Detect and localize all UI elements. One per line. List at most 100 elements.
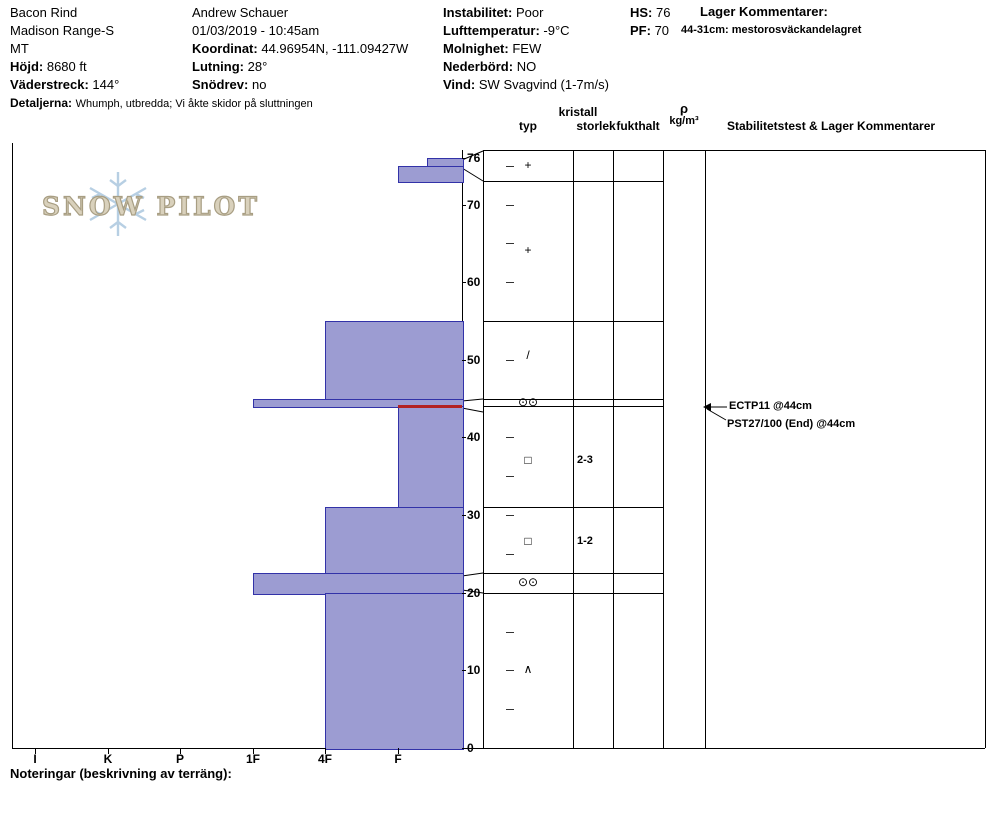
depth-axis-label: 20 (467, 585, 481, 600)
grain-type-symbol: + (524, 157, 532, 172)
grain-size-value: 1-2 (577, 535, 593, 548)
slope-angle-label: Lutning: (192, 59, 244, 74)
layer-boundary-line (483, 592, 663, 594)
grain-type-symbol: ⊙⊙ (517, 394, 539, 409)
pf-label: PF: (630, 23, 651, 38)
instability-value: Poor (515, 5, 544, 20)
depth-major-tick (462, 282, 466, 284)
slope-angle-value: 28° (247, 59, 268, 74)
layer-boundary-line (483, 406, 663, 408)
depth-axis-label: 50 (467, 352, 481, 367)
snowpilot-logo: SNOW PILOT (40, 170, 258, 240)
grain-type-symbol: / (526, 347, 530, 362)
hs-label: HS: (630, 5, 653, 20)
depth-major-tick (462, 515, 466, 517)
depth-major-tick (462, 359, 466, 361)
aspect-row: Väderstreck: 144° (10, 76, 313, 94)
layer-boundary-line (483, 573, 663, 575)
depth-minor-dash (506, 359, 514, 361)
hardness-axis-tick (253, 748, 254, 754)
layer-boundary-line (483, 181, 663, 183)
hardness-axis-label: K (103, 752, 113, 766)
logo-text: SNOW PILOT (41, 191, 260, 221)
snow-layer-bar (325, 321, 464, 401)
coordinates-row: Koordinat: 44.96954N, -111.09427W (192, 40, 408, 58)
depth-axis-label: 60 (467, 275, 481, 290)
sky-cover-label: Molnighet: (443, 41, 509, 56)
storlek-column-left-border (573, 150, 574, 748)
depth-axis-label: 0 (467, 741, 474, 755)
depth-minor-dash (506, 553, 514, 555)
chart-left-border (12, 143, 13, 748)
observer-name: Andrew Schauer (192, 5, 289, 20)
precip-row: Nederbörd: NO (443, 58, 609, 76)
blowing-snow-value: no (251, 77, 267, 92)
aspect-label: Väderstreck: (10, 77, 89, 92)
details-value: Whumph, utbredda; Vi åkte skidor på slut… (75, 98, 313, 110)
stability-column-left-border (705, 150, 706, 748)
hardness-axis-tick (108, 748, 109, 754)
hardness-axis-tick (35, 748, 36, 754)
pf-row: PF: 70 (630, 22, 670, 40)
site-state: MT (10, 41, 29, 56)
density-symbol-header: ρ (679, 101, 689, 116)
snow-layer-bar (253, 573, 464, 595)
header-col-weather: Instabilitet: Poor Lufttemperatur: -9°C … (443, 4, 609, 94)
blowing-snow-row: Snödrev: no (192, 76, 408, 94)
fukthalt-column-header: fukthalt (616, 119, 660, 133)
header-col-observer: Andrew Schauer 01/03/2019 - 10:45am Koor… (192, 4, 408, 94)
snow-layer-bar (253, 398, 464, 409)
density-column-left-border (663, 150, 664, 748)
observation-datetime: 01/03/2019 - 10:45am (192, 23, 320, 38)
snow-layer-bar (398, 165, 464, 184)
header-col-hs-pf: HS: 76 PF: 70 (630, 4, 670, 40)
hardness-axis-label: I (33, 752, 37, 766)
hardness-axis-tick (180, 748, 181, 754)
depth-minor-dash (506, 437, 514, 439)
grain-type-symbol: + (524, 243, 532, 258)
hardness-axis-label: 1F (245, 752, 260, 766)
grain-type-symbol: ⊙⊙ (517, 574, 539, 589)
hardness-axis-label: 4F (317, 752, 332, 766)
layer-boundary-line (483, 321, 663, 323)
depth-minor-dash (506, 243, 514, 245)
slope-angle-row: Lutning: 28° (192, 58, 408, 76)
wind-value: SW Svagvind (1-7m/s) (478, 77, 609, 92)
sky-cover-value: FEW (512, 41, 542, 56)
stability-test-pst: PST27/100 (End) @44cm (727, 418, 856, 431)
site-name: Bacon Rind (10, 5, 78, 20)
depth-minor-dash (506, 515, 514, 517)
hardness-axis-tick (325, 748, 326, 754)
hs-row: HS: 76 (630, 4, 670, 22)
air-temp-label: Lufttemperatur: (443, 23, 540, 38)
table-top-border (483, 150, 985, 151)
depth-major-tick (462, 748, 466, 749)
precip-label: Nederbörd: (443, 59, 514, 74)
depth-axis-label: 30 (467, 508, 481, 523)
table-right-border (985, 150, 986, 748)
depth-axis-label: 76 (467, 151, 481, 165)
coordinates-label: Koordinat: (192, 41, 258, 56)
details-row: Detaljerna: Whumph, utbredda; Vi åkte sk… (10, 94, 313, 113)
elevation-row: Höjd: 8680 ft (10, 58, 313, 76)
snow-layer-bar (325, 507, 464, 576)
failure-plane-line (398, 405, 462, 409)
grain-type-symbol: ∧ (523, 662, 533, 677)
depth-major-tick (462, 437, 466, 439)
hardness-axis-label: F (394, 752, 402, 766)
hardness-axis-label: P (175, 752, 184, 766)
blowing-snow-label: Snödrev: (192, 77, 249, 92)
air-temp-value: -9°C (543, 23, 570, 38)
kristall-header-line2: storlek (576, 119, 616, 133)
depth-minor-dash (506, 204, 514, 206)
stability-column-header: Stabilitetstest & Lager Kommentarer (727, 119, 936, 133)
instability-label: Instabilitet: (443, 5, 513, 20)
layer-comment-line: 44-31cm: mestorosväckandelagret (681, 24, 862, 36)
sky-cover-row: Molnighet: FEW (443, 40, 609, 58)
site-range: Madison Range-S (10, 23, 115, 38)
aspect-value: 144° (92, 77, 120, 92)
elevation-value: 8680 ft (46, 59, 87, 74)
pf-value: 70 (654, 23, 670, 38)
